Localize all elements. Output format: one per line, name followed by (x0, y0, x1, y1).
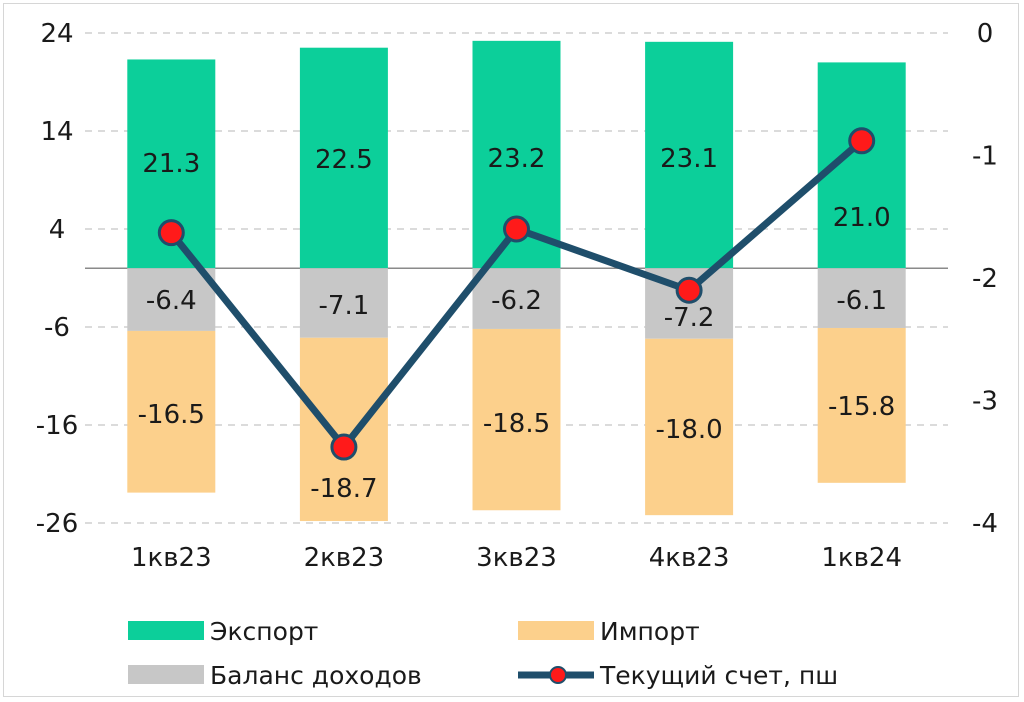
category-labels: 1кв23 2кв23 3кв23 4кв23 1кв24 (131, 543, 902, 573)
bar-export (299, 47, 388, 269)
bar-import (299, 337, 388, 522)
bar-income-balance (127, 268, 216, 331)
data-label-export: 21.0 (833, 203, 891, 233)
data-label-import: -16.5 (138, 400, 205, 430)
bar-import (472, 328, 561, 511)
data-label-export: 23.1 (660, 144, 718, 174)
legend-label: Экспорт (210, 617, 318, 646)
category-label: 2кв23 (304, 543, 385, 573)
category-label: 1кв23 (131, 543, 212, 573)
legend-label: Импорт (600, 617, 700, 646)
legend-label: Баланс доходов (210, 661, 422, 690)
legend-swatch (518, 621, 594, 640)
data-label-income-balance: -6.4 (146, 286, 197, 316)
right-axis: 0 -1 -2 -3 -4 (972, 19, 998, 539)
left-tick-label: 24 (40, 19, 73, 49)
legend-swatch (128, 621, 204, 640)
data-label-export: 21.3 (142, 149, 200, 179)
data-label-income-balance: -6.2 (491, 286, 542, 316)
category-label: 1кв24 (821, 543, 902, 573)
data-label-import: -18.7 (310, 474, 377, 504)
right-tick-label: -1 (972, 142, 998, 172)
current-account-point (848, 127, 876, 155)
legend-marker (549, 666, 567, 684)
current-account-line (157, 127, 876, 461)
current-account-point (675, 276, 703, 304)
current-account-point (157, 219, 185, 247)
data-label-export: 22.5 (315, 145, 373, 175)
bar-income-balance (299, 268, 388, 338)
bars-group: 21.3 -6.4 -16.5 22.5 -7.1 -18.7 23.2 -6.2 -18.5 2… (127, 40, 906, 522)
right-tick-label: -4 (972, 509, 998, 539)
left-tick-label: -26 (36, 509, 78, 539)
legend-label: Текущий счет, пш (599, 661, 838, 690)
bar-income-balance (817, 268, 906, 328)
category-label: 4кв23 (649, 543, 730, 573)
legend-swatch (128, 665, 204, 684)
current-account-point (503, 215, 530, 243)
current-account-point (330, 433, 358, 461)
left-tick-label: 4 (49, 215, 66, 245)
data-label-import: -18.5 (483, 409, 550, 439)
data-label-income-balance: -6.1 (836, 286, 887, 316)
bar-import (127, 330, 216, 493)
data-label-import: -15.8 (828, 392, 895, 422)
data-label-import: -18.0 (655, 415, 722, 445)
data-label-income-balance: -7.2 (664, 303, 715, 333)
left-axis: 24 14 4 -6 -16 -26 (36, 19, 78, 539)
data-label-income-balance: -7.1 (319, 291, 370, 321)
legend: Экспорт Импорт Баланс доходов Текущий счет,… (128, 617, 838, 690)
right-tick-label: -2 (972, 264, 998, 294)
right-tick-label: 0 (977, 19, 994, 49)
right-tick-label: -3 (972, 387, 998, 417)
bar-export (645, 41, 734, 269)
left-tick-label: -16 (36, 411, 78, 441)
category-label: 3кв23 (476, 543, 557, 573)
bar-income-balance (472, 268, 561, 329)
bar-import (645, 338, 734, 516)
bar-import (817, 327, 906, 483)
left-tick-label: -6 (44, 313, 70, 343)
data-label-export: 23.2 (488, 144, 546, 174)
left-tick-label: 14 (40, 117, 73, 147)
